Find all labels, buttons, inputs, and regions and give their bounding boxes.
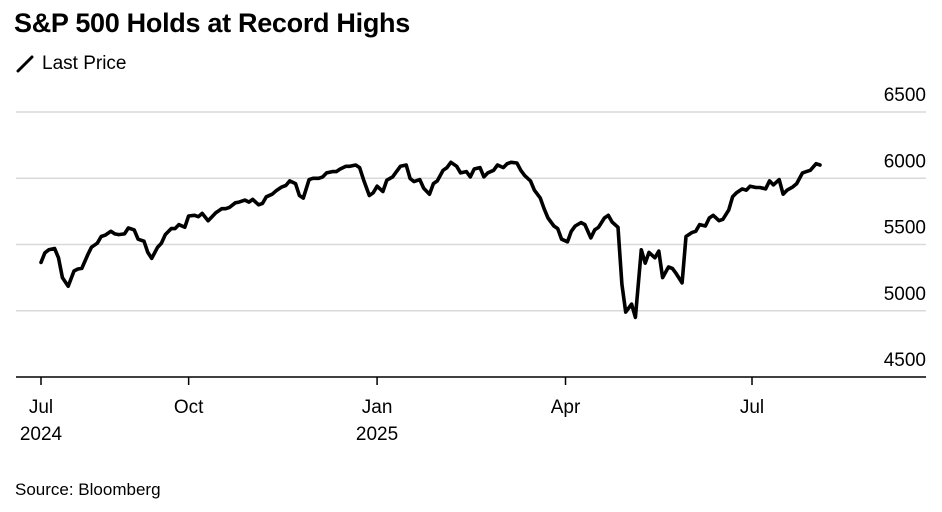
x-axis-ticks: Jul 2024 Oct Jan 2025 Apr Jul [20, 377, 764, 445]
y-tick-label: 5000 [884, 284, 926, 305]
x-tick-year-label: 2025 [356, 424, 398, 445]
y-axis-labels: 6500 6000 5500 5000 4500 [884, 85, 926, 371]
y-tick-label: 4500 [884, 350, 926, 371]
x-tick-label: Oct [174, 397, 204, 418]
y-tick-label: 6500 [884, 85, 926, 106]
x-tick-year-label: 2024 [20, 424, 63, 445]
series-line-last-price [39, 160, 822, 320]
grid-layer [16, 111, 926, 312]
y-tick-label: 5500 [884, 218, 926, 239]
source-note: Source: Bloomberg [15, 480, 161, 499]
x-tick-label: Jan [362, 397, 393, 418]
legend: Last Price [16, 53, 126, 75]
x-tick-label: Jul [29, 397, 53, 418]
x-tick-label: Apr [551, 397, 581, 418]
y-tick-label: 6000 [884, 151, 926, 172]
legend-label: Last Price [42, 53, 127, 74]
chart-title: S&P 500 Holds at Record Highs [14, 8, 410, 38]
x-tick-label: Jul [740, 397, 764, 418]
legend-line-icon [16, 55, 34, 73]
